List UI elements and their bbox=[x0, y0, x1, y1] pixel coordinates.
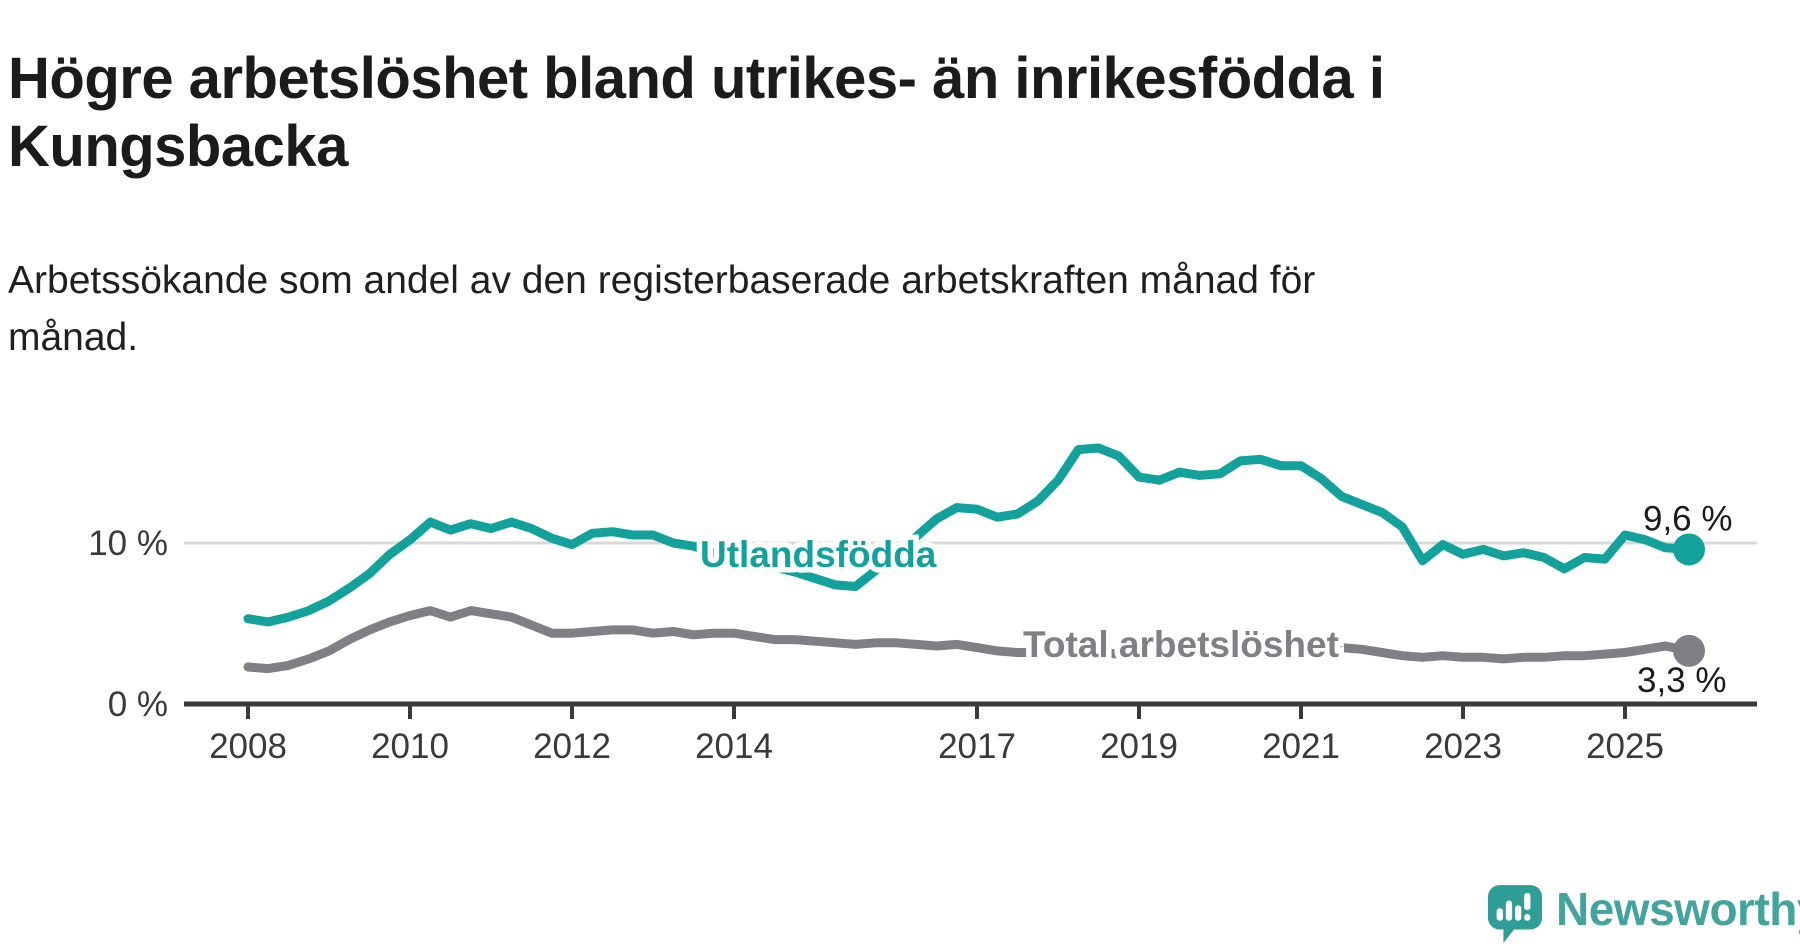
logo-bar-1 bbox=[1496, 908, 1503, 921]
series-line-total bbox=[243, 606, 1694, 674]
x-tick-label-2025: 2025 bbox=[1586, 727, 1664, 766]
series-label-utlandsfodda: Utlandsfödda bbox=[700, 534, 937, 575]
subtitle-line-2: månad. bbox=[8, 315, 139, 359]
y-axis-labels: 10 % 0 % bbox=[88, 524, 168, 724]
series-inline-labels: Utlandsfödda Total arbetslöshet bbox=[695, 529, 1345, 671]
x-tick-label-2023: 2023 bbox=[1424, 727, 1502, 766]
x-tick-label-2008: 2008 bbox=[209, 727, 287, 766]
end-point-annotations: 9,6 % 3,3 % bbox=[1637, 499, 1733, 699]
series-line-utlandsfodda bbox=[243, 443, 1694, 627]
subtitle-line-1: Arbetssökande som andel av den registerb… bbox=[8, 259, 1316, 302]
series-lines bbox=[243, 443, 1694, 674]
brand-name: Newsworthy bbox=[1556, 883, 1800, 935]
x-tick-label-2021: 2021 bbox=[1262, 727, 1340, 766]
newsworthy-logo: Newsworthy bbox=[1488, 884, 1800, 946]
logo-bar-2 bbox=[1505, 900, 1513, 921]
logo-bar-3 bbox=[1515, 905, 1522, 921]
x-tick-label-2019: 2019 bbox=[1100, 727, 1178, 766]
newsworthy-logo-icon bbox=[1488, 885, 1542, 943]
y-tick-label-10: 10 % bbox=[88, 524, 168, 563]
end-value-label-total: 3,3 % bbox=[1637, 661, 1727, 700]
x-tick-label-2017: 2017 bbox=[938, 727, 1016, 766]
y-tick-label-0: 0 % bbox=[108, 685, 168, 724]
x-axis bbox=[184, 701, 1757, 719]
logo-exclamation-bar bbox=[1524, 892, 1531, 911]
axis-tick-labels: 2008 2010 2012 2014 2017 2019 2021 2023 2025 bbox=[209, 727, 1664, 766]
x-tick-label-2010: 2010 bbox=[371, 727, 449, 766]
chart-subtitle: Arbetssökande som andel av den registerb… bbox=[8, 253, 1508, 366]
x-tick-label-2014: 2014 bbox=[695, 727, 773, 766]
x-tick-label-2012: 2012 bbox=[533, 727, 611, 766]
page-title: Högre arbetslöshet bland utrikes- än inr… bbox=[8, 45, 1568, 182]
series-label-total-arbetsloshet: Total arbetslöshet bbox=[1023, 624, 1339, 665]
logo-exclamation-dot bbox=[1524, 914, 1531, 921]
end-value-label-utlandsfodda: 9,6 % bbox=[1643, 499, 1733, 538]
title-line-1: Högre arbetslöshet bland utrikes- än inr… bbox=[8, 45, 1385, 111]
title-line-2: Kungsbacka bbox=[8, 114, 348, 180]
end-dot-total bbox=[1672, 634, 1705, 667]
end-dot-utlandsfodda bbox=[1672, 533, 1705, 566]
